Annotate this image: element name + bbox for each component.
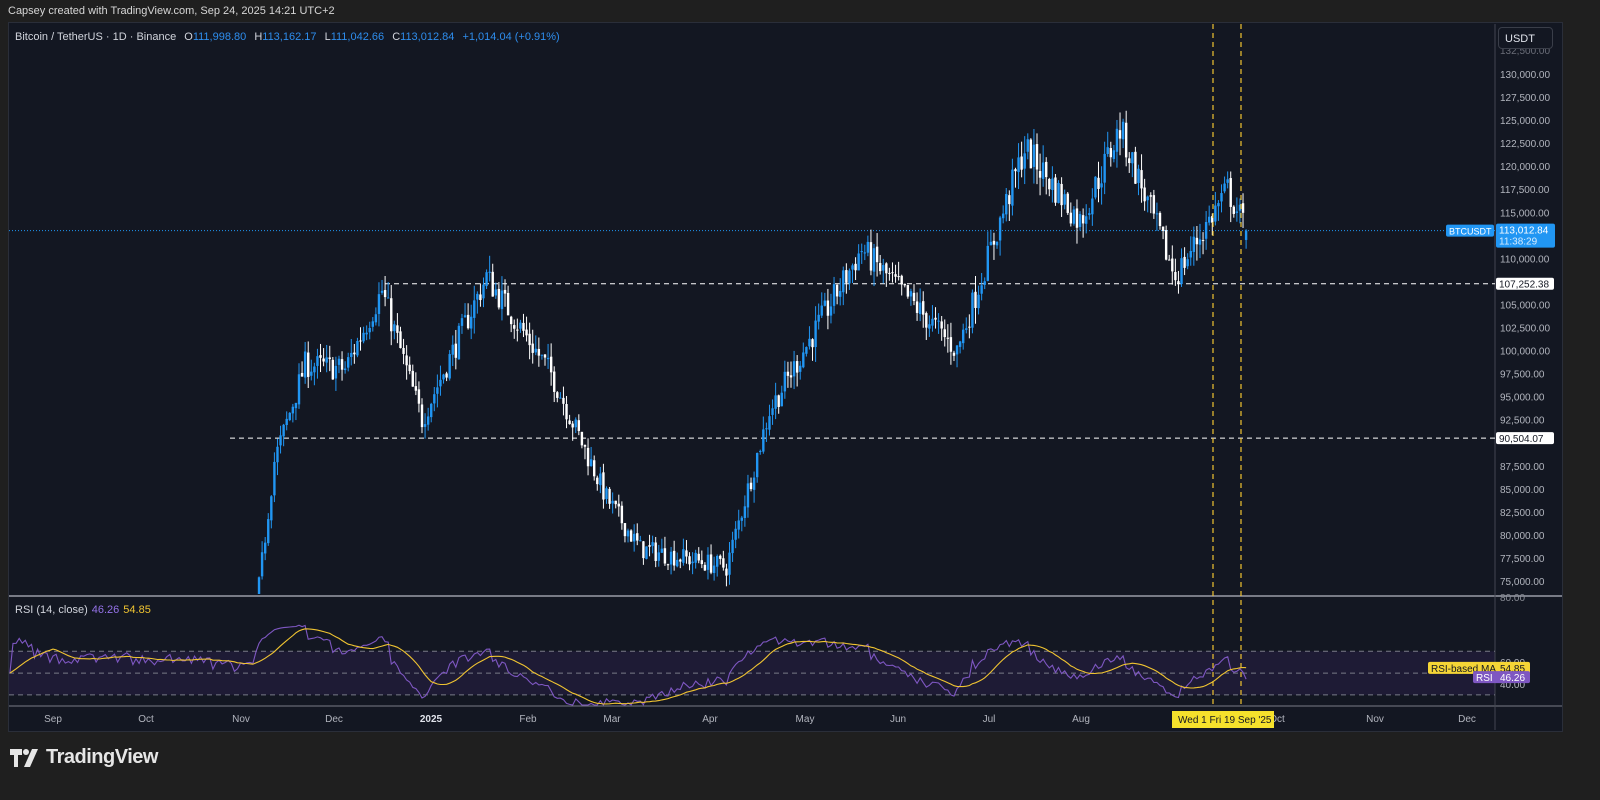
svg-text:Mar: Mar <box>603 714 621 725</box>
rsi-value: 46.26 <box>91 604 120 616</box>
svg-text:Apr: Apr <box>702 714 718 725</box>
rsi-ma-value: 54.85 <box>123 604 151 616</box>
time-axis[interactable]: Sep Oct Nov Dec 2025 Feb Mar Apr May Jun Jul Aug Oct… <box>44 714 1476 725</box>
svg-text:107,252.38: 107,252.38 <box>1499 280 1549 291</box>
svg-text:77,500.00: 77,500.00 <box>1500 554 1545 565</box>
svg-text:75,000.00: 75,000.00 <box>1500 577 1545 588</box>
svg-text:80.00: 80.00 <box>1500 593 1525 604</box>
svg-text:Jun: Jun <box>890 714 906 725</box>
svg-text:Sep: Sep <box>44 714 62 725</box>
svg-text:80,000.00: 80,000.00 <box>1500 531 1545 542</box>
currency-button[interactable]: USDT <box>1498 27 1553 49</box>
svg-text:2025: 2025 <box>420 714 443 725</box>
tradingview-logo[interactable]: TradingView <box>10 746 158 769</box>
svg-text:Aug: Aug <box>1072 714 1090 725</box>
crosshair-date-label <box>1172 711 1274 728</box>
svg-text:132,500.00: 132,500.00 <box>1500 46 1550 57</box>
svg-text:BTCUSDT: BTCUSDT <box>1449 227 1492 237</box>
svg-text:92,500.00: 92,500.00 <box>1500 416 1545 427</box>
open-value: 111,998.80 <box>192 31 247 43</box>
rsi-line[interactable] <box>9 624 1247 707</box>
svg-text:Dec: Dec <box>325 714 343 725</box>
svg-text:Nov: Nov <box>1366 714 1384 725</box>
svg-text:46.26: 46.26 <box>1500 673 1525 684</box>
svg-text:97,500.00: 97,500.00 <box>1500 370 1545 381</box>
tradingview-logo-icon <box>10 748 38 767</box>
svg-text:87,500.00: 87,500.00 <box>1500 462 1545 473</box>
symbol-legend: Bitcoin / TetherUS · 1D · Binance O111,9… <box>15 31 560 43</box>
brand-name: TradingView <box>46 746 158 768</box>
svg-text:82,500.00: 82,500.00 <box>1500 508 1545 519</box>
svg-text:85,000.00: 85,000.00 <box>1500 485 1545 496</box>
svg-text:127,500.00: 127,500.00 <box>1500 93 1550 104</box>
last-price-label <box>1496 223 1555 248</box>
svg-text:100,000.00: 100,000.00 <box>1500 347 1550 358</box>
svg-text:125,000.00: 125,000.00 <box>1500 116 1550 127</box>
svg-text:Dec: Dec <box>1458 714 1476 725</box>
rsi-value-tag <box>1473 671 1530 684</box>
price-axis[interactable]: 132,500.00 130,000.00 127,500.00 125,000.00… <box>1500 46 1550 588</box>
svg-text:40.00: 40.00 <box>1500 680 1525 691</box>
svg-text:RSI: RSI <box>1476 673 1493 684</box>
svg-text:113,012.84: 113,012.84 <box>1499 226 1549 237</box>
svg-text:90,504.07: 90,504.07 <box>1499 434 1544 445</box>
rsi-legend: RSI (14, close) 46.26 54.85 <box>15 604 151 616</box>
svg-text:Oct: Oct <box>1269 714 1285 725</box>
svg-text:102,500.00: 102,500.00 <box>1500 324 1550 335</box>
chart-credit: Capsey created with TradingView.com, Sep… <box>8 5 335 17</box>
svg-text:54.85: 54.85 <box>1500 664 1525 675</box>
svg-text:11:38:29: 11:38:29 <box>1499 237 1538 248</box>
change-value: +1,014.04 (+0.91%) <box>462 31 560 43</box>
svg-text:117,500.00: 117,500.00 <box>1500 185 1550 196</box>
svg-text:Wed 1 Fri 19 Sep '25: Wed 1 Fri 19 Sep '25 <box>1178 715 1272 726</box>
svg-text:95,000.00: 95,000.00 <box>1500 393 1545 404</box>
svg-text:105,000.00: 105,000.00 <box>1500 300 1550 311</box>
svg-text:122,500.00: 122,500.00 <box>1500 139 1550 150</box>
high-value: 113,162.17 <box>262 31 317 43</box>
svg-text:120,000.00: 120,000.00 <box>1500 162 1550 173</box>
svg-text:Nov: Nov <box>232 714 250 725</box>
svg-text:Jul: Jul <box>983 714 996 725</box>
candlestick-series[interactable] <box>257 110 1248 594</box>
svg-text:130,000.00: 130,000.00 <box>1500 70 1550 81</box>
low-value: 111,042.66 <box>330 31 385 43</box>
svg-text:RSI-based MA: RSI-based MA <box>1431 664 1496 675</box>
svg-text:Oct: Oct <box>138 714 154 725</box>
svg-text:110,000.00: 110,000.00 <box>1500 254 1550 265</box>
svg-text:May: May <box>796 714 815 725</box>
rsi-title[interactable]: RSI (14, close) <box>15 604 88 616</box>
rsi-ma-line[interactable] <box>9 628 1247 705</box>
svg-text:115,000.00: 115,000.00 <box>1500 208 1550 219</box>
svg-text:Feb: Feb <box>519 714 537 725</box>
close-value: 113,012.84 <box>400 31 455 43</box>
symbol-price-tag <box>1446 224 1494 237</box>
symbol-name[interactable]: Bitcoin / TetherUS · 1D · Binance <box>15 31 177 43</box>
rsi-ma-tag <box>1428 661 1530 674</box>
